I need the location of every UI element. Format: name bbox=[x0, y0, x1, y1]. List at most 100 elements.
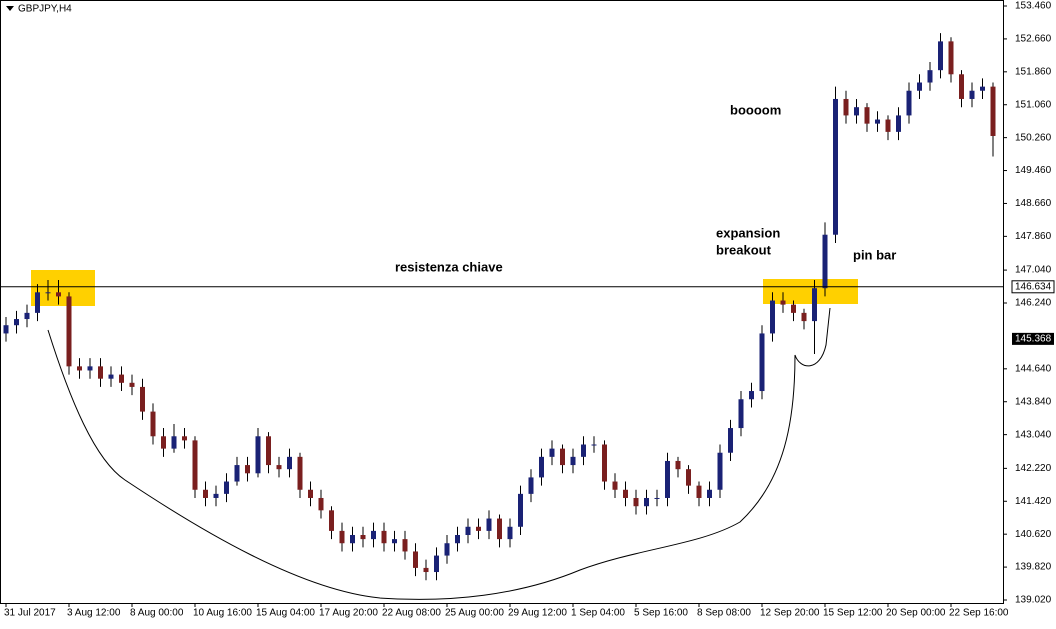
candle-body bbox=[392, 539, 397, 544]
annotation: boooom bbox=[730, 102, 781, 117]
candle-body bbox=[329, 510, 334, 531]
candle-body bbox=[87, 366, 93, 371]
candle-body bbox=[675, 460, 681, 470]
price-line-label: 146.634 bbox=[1015, 281, 1052, 292]
candle-body bbox=[833, 98, 838, 235]
y-tick-label: 139.020 bbox=[1015, 595, 1052, 606]
current-price-label: 145.368 bbox=[1015, 334, 1052, 345]
candle-body bbox=[602, 444, 607, 482]
candle-body bbox=[350, 535, 355, 544]
candle-body bbox=[45, 292, 51, 294]
y-tick-label: 151.060 bbox=[1015, 99, 1052, 110]
dropdown-icon bbox=[6, 6, 14, 11]
x-tick-label: 15 Aug 04:00 bbox=[256, 608, 315, 619]
candle-body bbox=[938, 41, 943, 71]
candle-body bbox=[990, 86, 996, 136]
candle-body bbox=[917, 82, 922, 91]
price-line-box bbox=[1011, 280, 1055, 294]
candle-body bbox=[318, 497, 324, 511]
candle-body bbox=[560, 448, 565, 466]
candle-body bbox=[738, 399, 744, 429]
plot-border bbox=[0, 0, 1004, 604]
candle-body bbox=[423, 567, 429, 573]
drawn-curve bbox=[47, 307, 831, 600]
candle-body bbox=[717, 452, 723, 490]
candle-body bbox=[77, 366, 82, 371]
candle-body bbox=[402, 539, 408, 552]
x-tick-label: 25 Aug 00:00 bbox=[445, 608, 504, 619]
candle-body bbox=[843, 98, 849, 116]
candle-body bbox=[633, 497, 639, 507]
candle-body bbox=[696, 485, 702, 498]
candle-body bbox=[14, 319, 19, 326]
candle-body bbox=[3, 325, 9, 334]
y-tick-label: 143.840 bbox=[1015, 396, 1052, 407]
candle-body bbox=[980, 86, 985, 91]
y-tick-label: 139.820 bbox=[1015, 562, 1052, 573]
candle-body bbox=[476, 526, 481, 531]
y-tick-label: 148.660 bbox=[1015, 198, 1052, 209]
candle-body bbox=[413, 551, 418, 568]
x-tick-label: 29 Aug 12:00 bbox=[508, 608, 567, 619]
x-tick-label: 12 Sep 20:00 bbox=[760, 608, 820, 619]
y-tick-label: 150.260 bbox=[1015, 132, 1052, 143]
candle-body bbox=[276, 465, 282, 470]
x-tick-label: 5 Sep 16:00 bbox=[634, 608, 688, 619]
candle-body bbox=[35, 292, 40, 313]
candle-body bbox=[497, 518, 502, 540]
y-tick-label: 140.620 bbox=[1015, 529, 1052, 540]
y-tick-label: 153.460 bbox=[1015, 1, 1052, 12]
candle-body bbox=[812, 288, 817, 322]
candle-body bbox=[875, 119, 880, 124]
x-tick-label: 8 Sep 08:00 bbox=[697, 608, 751, 619]
highlight-box bbox=[763, 279, 858, 304]
candle-body bbox=[255, 436, 261, 474]
candle-body bbox=[308, 489, 313, 498]
candle-body bbox=[161, 436, 166, 449]
candle-body bbox=[171, 436, 177, 449]
candle-body bbox=[906, 90, 912, 116]
candle-body bbox=[371, 530, 376, 540]
chart-title: GBPJPY,H4 bbox=[18, 4, 72, 15]
candle-body bbox=[203, 489, 208, 498]
candle-body bbox=[539, 456, 544, 478]
candle-body bbox=[98, 366, 103, 379]
candle-body bbox=[129, 382, 135, 387]
candle-body bbox=[581, 444, 586, 457]
annotation: pin bar bbox=[853, 247, 896, 262]
candle-body bbox=[444, 543, 450, 556]
candle-body bbox=[119, 374, 124, 383]
y-tick-label: 146.240 bbox=[1015, 298, 1052, 309]
highlight-box bbox=[31, 270, 95, 306]
x-tick-label: 3 Aug 12:00 bbox=[67, 608, 121, 619]
candle-body bbox=[959, 74, 964, 99]
candle-body bbox=[182, 436, 187, 441]
x-tick-label: 22 Sep 16:00 bbox=[949, 608, 1009, 619]
candle-body bbox=[266, 436, 271, 466]
candle-body bbox=[192, 440, 198, 490]
candle-body bbox=[297, 456, 303, 490]
candle-body bbox=[108, 374, 114, 379]
candle-body bbox=[591, 444, 597, 446]
candle-body bbox=[213, 493, 219, 498]
candle-body bbox=[728, 428, 733, 453]
annotation: expansion bbox=[716, 225, 780, 240]
candle-body bbox=[791, 304, 796, 313]
candle-body bbox=[948, 41, 954, 75]
candle-body bbox=[770, 300, 775, 334]
candle-body bbox=[549, 448, 555, 457]
y-tick-label: 152.660 bbox=[1015, 34, 1052, 45]
x-tick-label: 10 Aug 16:00 bbox=[193, 608, 252, 619]
candle-body bbox=[245, 465, 250, 474]
candle-body bbox=[528, 477, 534, 494]
candle-body bbox=[969, 90, 975, 99]
candle-body bbox=[570, 456, 576, 466]
x-tick-label: 31 Jul 2017 bbox=[4, 608, 56, 619]
candle-body bbox=[56, 292, 61, 297]
x-tick-label: 17 Aug 20:00 bbox=[319, 608, 378, 619]
y-tick-label: 142.220 bbox=[1015, 463, 1052, 474]
candle-body bbox=[455, 535, 460, 544]
x-tick-label: 8 Aug 00:00 bbox=[130, 608, 184, 619]
candle-body bbox=[465, 526, 471, 536]
